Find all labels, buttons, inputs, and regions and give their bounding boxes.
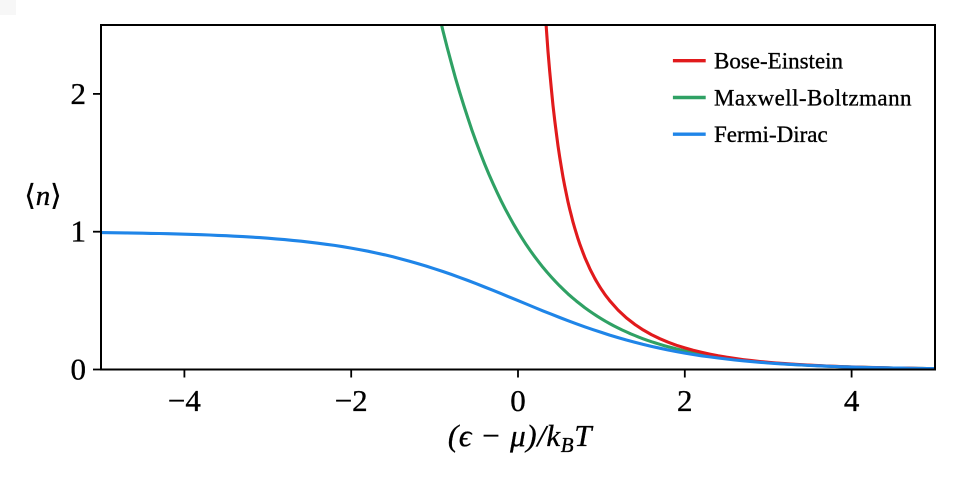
svg-text:Fermi-Dirac: Fermi-Dirac xyxy=(714,122,828,147)
svg-text:−2: −2 xyxy=(335,383,368,418)
svg-text:Bose-Einstein: Bose-Einstein xyxy=(714,49,844,74)
svg-text:4: 4 xyxy=(844,383,860,418)
svg-text:2: 2 xyxy=(71,76,87,111)
svg-text:Maxwell-Boltzmann: Maxwell-Boltzmann xyxy=(714,85,912,110)
svg-text:2: 2 xyxy=(677,383,693,418)
svg-text:1: 1 xyxy=(71,214,87,249)
svg-text:⟨n⟩: ⟨n⟩ xyxy=(24,180,61,212)
svg-text:0: 0 xyxy=(510,383,526,418)
svg-text:−4: −4 xyxy=(168,383,201,418)
svg-text:0: 0 xyxy=(71,352,87,387)
